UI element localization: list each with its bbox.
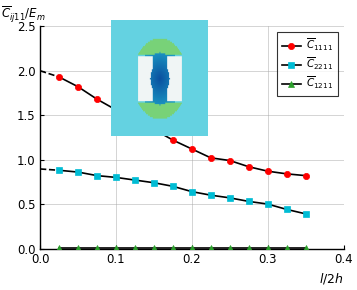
$\overline{C}_{2211}$ [208, 193, 213, 197]
Text: $\overline{C}_{ij11}/E_m$: $\overline{C}_{ij11}/E_m$ [1, 4, 45, 24]
$\overline{C}_{1211}$ [208, 246, 213, 250]
$\overline{C}_{2211}$ [152, 181, 156, 184]
$\overline{C}_{1211}$ [266, 246, 270, 250]
Legend: $\overline{C}_{1111}$, $\overline{C}_{2211}$, $\overline{C}_{1211}$: $\overline{C}_{1111}$, $\overline{C}_{22… [277, 32, 338, 96]
$\overline{C}_{1111}$ [76, 85, 80, 88]
$\overline{C}_{2211}$ [266, 202, 270, 206]
$\overline{C}_{1111}$ [133, 116, 137, 119]
$\overline{C}_{2211}$ [76, 170, 80, 174]
$\overline{C}_{1211}$ [247, 246, 251, 250]
$\overline{C}_{2211}$ [303, 212, 308, 215]
$\overline{C}_{1211}$ [114, 246, 118, 250]
$\overline{C}_{2211}$ [57, 168, 61, 172]
$\overline{C}_{1211}$ [95, 246, 99, 250]
$\overline{C}_{1111}$ [266, 169, 270, 173]
$\overline{C}_{1211}$ [190, 246, 194, 250]
$\overline{C}_{1211}$ [76, 246, 80, 250]
$\overline{C}_{2211}$ [114, 176, 118, 179]
$\overline{C}_{1211}$ [303, 246, 308, 250]
$\overline{C}_{1111}$ [95, 97, 99, 101]
$\overline{C}_{1111}$ [152, 128, 156, 131]
Line: $\overline{C}_{2211}$: $\overline{C}_{2211}$ [56, 167, 309, 217]
$\overline{C}_{1211}$ [152, 246, 156, 250]
$\overline{C}_{2211}$ [247, 200, 251, 203]
$\overline{C}_{1211}$ [133, 246, 137, 250]
$\overline{C}_{1111}$ [285, 172, 289, 175]
$\overline{C}_{1111}$ [303, 174, 308, 177]
$\overline{C}_{1111}$ [190, 147, 194, 151]
$\overline{C}_{1111}$ [208, 156, 213, 160]
$\overline{C}_{1111}$ [247, 165, 251, 168]
$\overline{C}_{1111}$ [228, 159, 232, 162]
$\overline{C}_{2211}$ [133, 178, 137, 182]
Text: $l/2h$: $l/2h$ [319, 271, 343, 286]
$\overline{C}_{1211}$ [57, 246, 61, 250]
$\overline{C}_{2211}$ [190, 190, 194, 193]
$\overline{C}_{1111}$ [171, 138, 175, 142]
Line: $\overline{C}_{1211}$: $\overline{C}_{1211}$ [56, 245, 309, 251]
$\overline{C}_{2211}$ [171, 184, 175, 188]
$\overline{C}_{1111}$ [114, 108, 118, 112]
$\overline{C}_{1211}$ [228, 246, 232, 250]
$\overline{C}_{1111}$ [57, 75, 61, 79]
Line: $\overline{C}_{1111}$: $\overline{C}_{1111}$ [56, 74, 309, 179]
$\overline{C}_{2211}$ [228, 196, 232, 200]
$\overline{C}_{1211}$ [171, 246, 175, 250]
$\overline{C}_{1211}$ [285, 246, 289, 250]
$\overline{C}_{2211}$ [285, 208, 289, 211]
$\overline{C}_{2211}$ [95, 174, 99, 177]
